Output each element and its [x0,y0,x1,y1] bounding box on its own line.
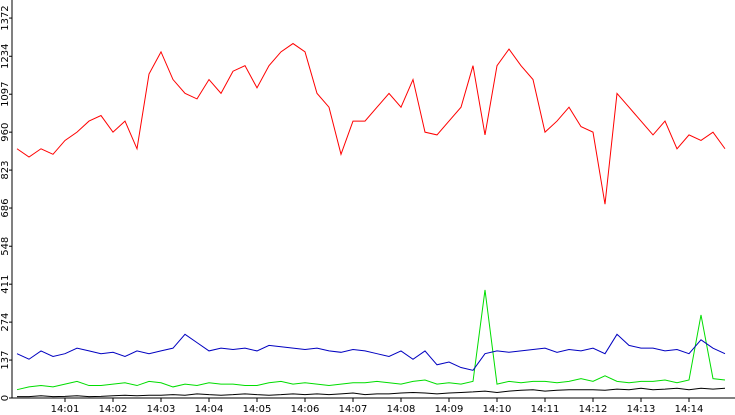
x-tick-label: 14:10 [483,404,512,415]
y-tick-label: 548 [0,237,11,256]
y-tick-label: 0 [0,395,11,401]
x-tick-label: 14:11 [531,404,560,415]
y-tick-label: 1234 [0,44,11,69]
x-tick-label: 14:07 [339,404,368,415]
x-tick-label: 14:06 [291,404,320,415]
x-tick-label: 14:09 [435,404,464,415]
series-line [16,333,726,371]
x-tick-label: 14:08 [387,404,416,415]
y-tick-label: 823 [0,161,11,180]
y-tick-label: 1372 [0,5,11,30]
x-tick-label: 14:13 [627,404,656,415]
x-tick-label: 14:04 [195,404,224,415]
y-tick-label: 686 [0,198,11,217]
series-line [17,387,726,398]
x-tick-label: 14:12 [579,404,608,415]
y-tick-label: 960 [0,123,11,142]
x-tick-label: 14:14 [675,404,704,415]
y-tick-label: 1097 [0,81,11,106]
x-tick-label: 14:01 [51,404,80,415]
y-tick-label: 274 [0,313,11,332]
x-tick-label: 14:02 [99,404,128,415]
y-tick-label: 137 [0,351,11,370]
series-line [16,42,726,205]
x-tick-label: 14:05 [243,404,272,415]
x-tick-label: 14:03 [147,404,176,415]
series-line [16,289,726,391]
y-tick-label: 411 [0,275,11,294]
